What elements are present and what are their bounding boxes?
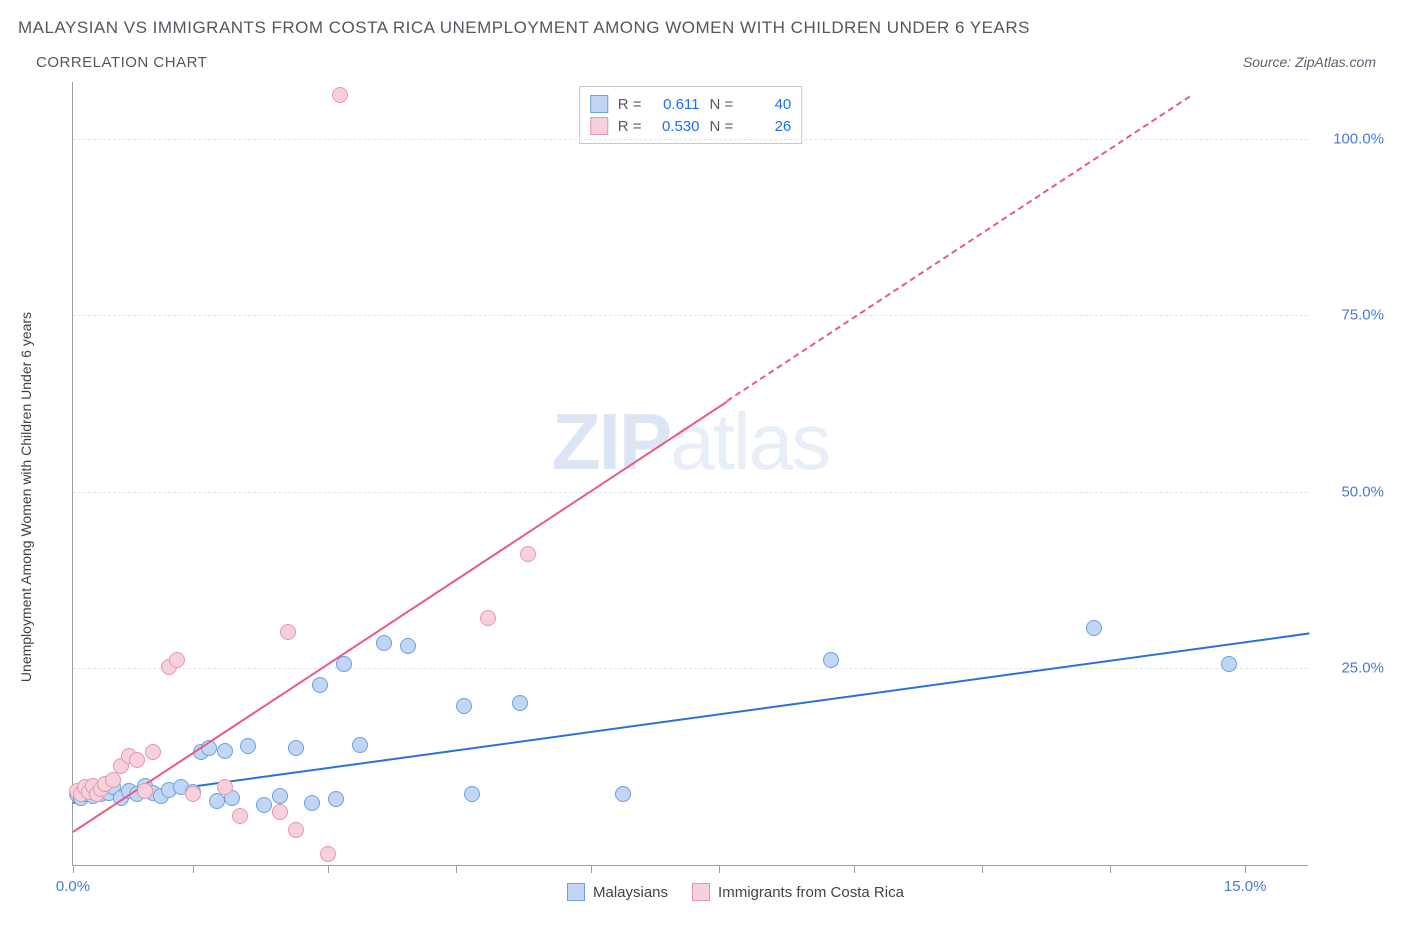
source-credit: Source: ZipAtlas.com (1243, 54, 1376, 70)
gridline (73, 492, 1308, 493)
y-tick-label: 50.0% (1318, 483, 1384, 500)
data-point-malaysians (823, 652, 839, 668)
stats-row-costa_rica: R = 0.530 N = 26 (590, 115, 792, 137)
stats-row-malaysians: R = 0.611 N = 40 (590, 93, 792, 115)
x-tick (73, 865, 74, 873)
x-tick (193, 865, 194, 873)
n-label: N = (710, 96, 734, 113)
n-label: N = (710, 118, 734, 135)
data-point-costa_rica (129, 752, 145, 768)
data-point-costa_rica (105, 772, 121, 788)
gridline (73, 315, 1308, 316)
stats-legend-box: R = 0.611 N = 40 R = 0.530 N = 26 (579, 86, 803, 144)
data-point-costa_rica (232, 808, 248, 824)
x-tick (328, 865, 329, 873)
data-point-malaysians (328, 791, 344, 807)
data-point-costa_rica (185, 786, 201, 802)
data-point-costa_rica (320, 846, 336, 862)
legend-label-malaysians: Malaysians (593, 884, 668, 901)
x-tick (591, 865, 592, 873)
bottom-legend: Malaysians Immigrants from Costa Rica (567, 883, 904, 901)
legend-swatch-malaysians (590, 95, 608, 113)
chart-area: Unemployment Among Women with Children U… (38, 82, 1394, 912)
data-point-costa_rica (480, 610, 496, 626)
chart-subtitle: CORRELATION CHART (36, 54, 207, 71)
data-point-costa_rica (520, 546, 536, 562)
gridline (73, 668, 1308, 669)
data-point-malaysians (256, 797, 272, 813)
y-tick-label: 25.0% (1318, 660, 1384, 677)
legend-item-malaysians: Malaysians (567, 883, 668, 901)
r-label: R = (618, 96, 642, 113)
x-tick (1245, 865, 1246, 873)
x-tick-label: 15.0% (1224, 878, 1267, 895)
data-point-malaysians (272, 788, 288, 804)
data-point-costa_rica (145, 744, 161, 760)
y-tick-label: 100.0% (1318, 130, 1384, 147)
data-point-malaysians (288, 740, 304, 756)
r-value-costa_rica: 0.530 (652, 118, 700, 135)
r-value-malaysians: 0.611 (652, 96, 700, 113)
x-tick (1110, 865, 1111, 873)
data-point-costa_rica (217, 779, 233, 795)
data-point-malaysians (209, 793, 225, 809)
data-point-costa_rica (332, 87, 348, 103)
plot-region: ZIPatlas R =0.611N =40R =0.530N =26 Mala… (72, 82, 1308, 866)
legend-item-costa_rica: Immigrants from Costa Rica (692, 883, 904, 901)
data-point-malaysians (615, 786, 631, 802)
legend-label-costa_rica: Immigrants from Costa Rica (718, 884, 904, 901)
watermark: ZIPatlas (552, 396, 829, 488)
data-point-malaysians (240, 738, 256, 754)
data-point-malaysians (1221, 656, 1237, 672)
y-tick-label: 75.0% (1318, 307, 1384, 324)
data-point-malaysians (400, 638, 416, 654)
data-point-costa_rica (280, 624, 296, 640)
data-point-malaysians (312, 677, 328, 693)
data-point-malaysians (217, 743, 233, 759)
trend-line-malaysians (73, 633, 1309, 804)
x-tick (456, 865, 457, 873)
data-point-malaysians (1086, 620, 1102, 636)
data-point-malaysians (376, 635, 392, 651)
data-point-malaysians (464, 786, 480, 802)
chart-title: MALAYSIAN VS IMMIGRANTS FROM COSTA RICA … (18, 18, 1406, 38)
legend-swatch-malaysians (567, 883, 585, 901)
data-point-costa_rica (288, 822, 304, 838)
data-point-costa_rica (272, 804, 288, 820)
r-label: R = (618, 118, 642, 135)
data-point-costa_rica (169, 652, 185, 668)
data-point-malaysians (512, 695, 528, 711)
data-point-malaysians (456, 698, 472, 714)
x-tick-label: 0.0% (56, 878, 90, 895)
n-value-costa_rica: 26 (743, 118, 791, 135)
n-value-malaysians: 40 (743, 96, 791, 113)
legend-swatch-costa_rica (590, 117, 608, 135)
legend-swatch-costa_rica (692, 883, 710, 901)
y-axis-label: Unemployment Among Women with Children U… (18, 312, 34, 682)
x-tick (719, 865, 720, 873)
x-tick (982, 865, 983, 873)
data-point-malaysians (304, 795, 320, 811)
trend-line-costa_rica (72, 401, 727, 833)
data-point-costa_rica (137, 783, 153, 799)
data-point-malaysians (352, 737, 368, 753)
x-tick (854, 865, 855, 873)
